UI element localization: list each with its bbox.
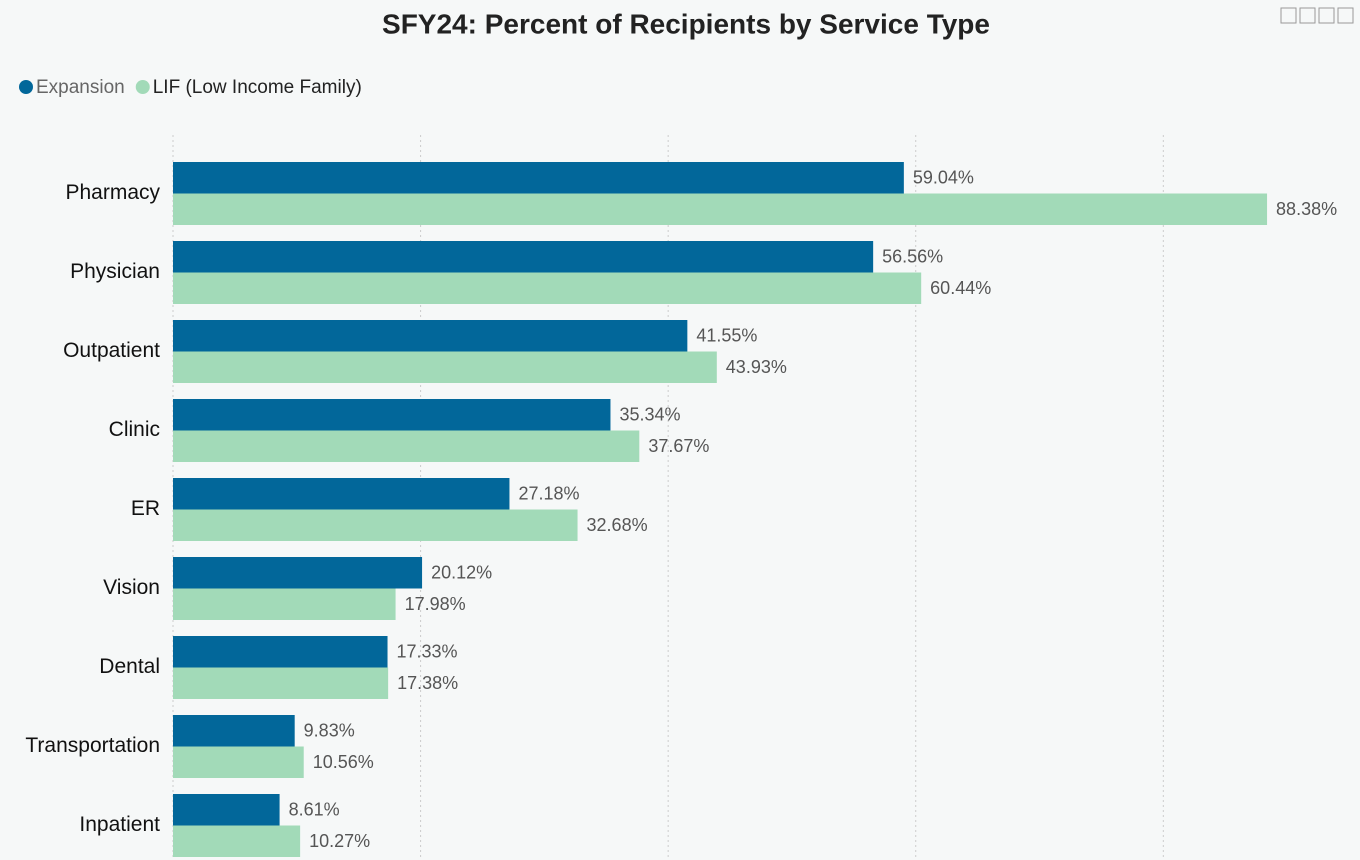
bar bbox=[173, 715, 295, 747]
bar bbox=[173, 399, 611, 431]
data-label: 32.68% bbox=[587, 515, 648, 535]
icon[interactable] bbox=[1337, 7, 1354, 24]
category-label: Outpatient bbox=[63, 339, 160, 362]
bar bbox=[173, 478, 510, 510]
data-label: 41.55% bbox=[696, 326, 757, 346]
data-label: 27.18% bbox=[518, 484, 579, 504]
category-label: Transportation bbox=[25, 734, 160, 757]
data-label: 9.83% bbox=[304, 721, 355, 741]
category-label: ER bbox=[131, 497, 160, 520]
category-label: Dental bbox=[99, 655, 160, 678]
data-label: 60.44% bbox=[930, 278, 991, 298]
icon[interactable] bbox=[1280, 7, 1297, 24]
chart-title: SFY24: Percent of Recipients by Service … bbox=[382, 8, 990, 39]
legend-label: Expansion bbox=[36, 77, 125, 98]
bar bbox=[173, 588, 396, 620]
legend-marker bbox=[19, 80, 33, 94]
data-label: 20.12% bbox=[431, 563, 492, 583]
bar bbox=[173, 162, 904, 194]
bar bbox=[173, 636, 388, 668]
bar bbox=[173, 351, 717, 383]
bar bbox=[173, 557, 423, 589]
data-label: 10.56% bbox=[313, 752, 374, 772]
bar bbox=[173, 825, 301, 857]
data-label: 17.33% bbox=[397, 642, 458, 662]
data-label: 43.93% bbox=[726, 357, 787, 377]
category-label: Pharmacy bbox=[65, 181, 160, 204]
data-label: 8.61% bbox=[289, 800, 340, 820]
data-label: 10.27% bbox=[309, 831, 370, 851]
bar bbox=[173, 320, 688, 352]
category-label: Clinic bbox=[109, 418, 160, 441]
bar bbox=[173, 272, 922, 304]
data-label: 17.98% bbox=[405, 594, 466, 614]
bar bbox=[173, 241, 874, 273]
category-label: Inpatient bbox=[79, 813, 160, 836]
data-label: 59.04% bbox=[913, 168, 974, 188]
bar bbox=[173, 509, 578, 541]
legend-marker bbox=[135, 80, 150, 94]
bar bbox=[173, 794, 280, 826]
data-label: 37.67% bbox=[648, 436, 709, 456]
data-label: 35.34% bbox=[619, 405, 680, 425]
icon[interactable] bbox=[1318, 7, 1335, 24]
category-label: Physician bbox=[70, 260, 160, 283]
category-label: Vision bbox=[103, 576, 160, 599]
data-label: 17.38% bbox=[397, 673, 458, 693]
bar bbox=[173, 667, 389, 699]
bar bbox=[173, 430, 640, 462]
legend-label: LIF (Low Income Family) bbox=[153, 77, 362, 98]
toolbar-icons[interactable] bbox=[1280, 7, 1354, 24]
bar bbox=[173, 193, 1268, 225]
data-label: 56.56% bbox=[882, 247, 943, 267]
bar bbox=[173, 746, 304, 778]
icon[interactable] bbox=[1299, 7, 1316, 24]
data-label: 88.38% bbox=[1276, 199, 1337, 219]
